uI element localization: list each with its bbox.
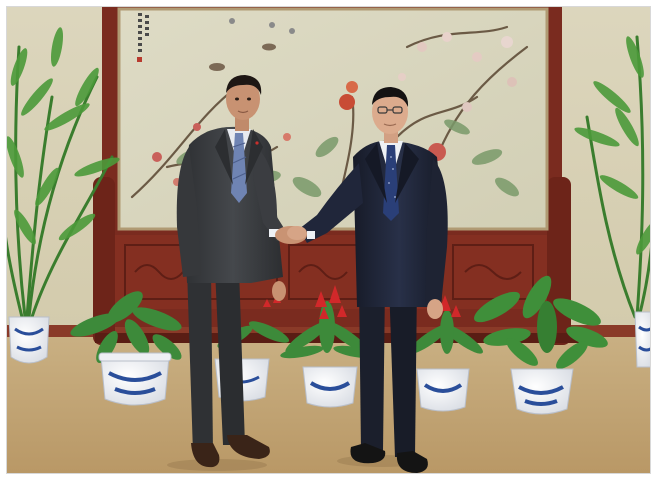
handshake <box>269 226 315 244</box>
left-man-hair <box>226 75 262 95</box>
calligraphy-column <box>137 13 149 62</box>
center-right-red-flower-plant <box>409 295 483 412</box>
right-palm-plant <box>574 35 650 368</box>
right-man-tie <box>383 145 399 221</box>
right-man-shoe <box>350 443 386 464</box>
photo-frame <box>6 6 651 474</box>
right-man-hair <box>372 87 409 107</box>
right-man-face <box>372 90 408 134</box>
left-palm-plant <box>7 27 120 364</box>
left-potted-plant <box>70 291 182 406</box>
man-left <box>176 75 287 468</box>
left-man-shoe <box>191 443 220 468</box>
man-right <box>299 87 448 473</box>
right-man-shoe <box>396 451 428 473</box>
right-man-hand <box>427 299 443 319</box>
left-man-shoe <box>227 435 270 459</box>
glasses <box>377 106 403 114</box>
center-red-flower-plant <box>280 285 377 408</box>
left-man-hand <box>272 281 286 301</box>
meeting-photo <box>7 7 650 473</box>
right-potted-plant <box>474 275 608 415</box>
left-man-face <box>226 78 260 120</box>
left-man-tie <box>231 133 247 203</box>
